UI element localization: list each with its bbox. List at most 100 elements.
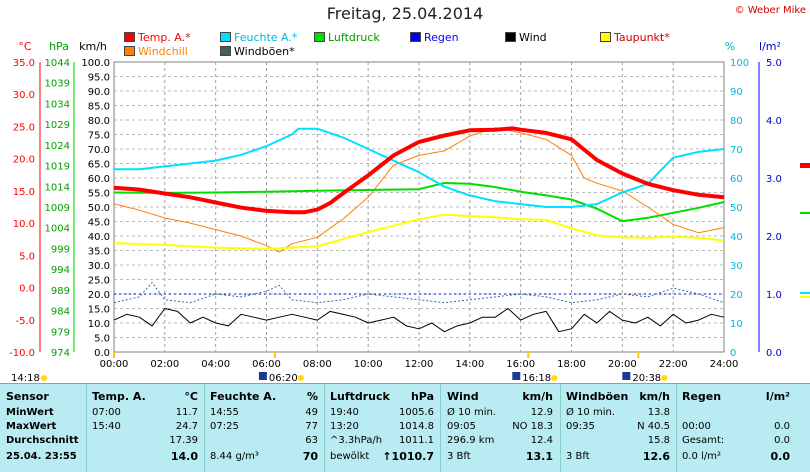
table-cell-sub: 00:00 [682, 421, 711, 432]
tick-label-temp: 5.0 [19, 251, 35, 262]
tick-label-press: 979 [51, 327, 70, 338]
table-separator [560, 384, 561, 472]
table-cell-sub: 296.9 km [447, 435, 495, 446]
table-cell-value: 77 [305, 421, 318, 432]
tick-label-press: 989 [51, 286, 70, 297]
tick-label-press: 1029 [45, 120, 70, 131]
tick-label-x: 20:00 [608, 359, 637, 370]
tick-label-press: 1019 [45, 162, 70, 173]
tick-label-press: 1004 [45, 224, 70, 235]
moon-icon [258, 372, 267, 380]
table-cell-value: 0.0 [770, 450, 791, 463]
series-line-luftdruck [113, 182, 725, 223]
time-marker-label: 20:38 [632, 373, 661, 383]
legend-item-3: Regen [410, 31, 459, 44]
tick-label-x: 22:00 [659, 359, 688, 370]
tick-label-press: 1044 [45, 58, 70, 69]
tick-label-wind: 30.0 [88, 261, 110, 272]
tick-label-wind: 85.0 [88, 102, 110, 113]
sun-icon [661, 375, 668, 381]
table-cell-value: 0.0 [774, 421, 790, 432]
tick-label-wind: 70.0 [88, 145, 110, 156]
table-header: Windböen [566, 390, 629, 403]
tick-label-hum: 50 [730, 203, 743, 214]
edge-mark-temp [800, 163, 810, 168]
table-cell-sub: Ø 10 min. [447, 407, 496, 418]
tick-label-rain: 2.0 [766, 232, 782, 243]
time-marker-label: 06:20 [269, 373, 298, 383]
legend-label: Regen [424, 31, 459, 44]
table-cell-value: 70 [302, 450, 318, 463]
table-cell-sub: Ø 10 min. [566, 407, 615, 418]
tick-label-x: 08:00 [303, 359, 332, 370]
tick-label-x: 18:00 [557, 359, 586, 370]
table-separator [204, 384, 205, 472]
tick-label-hum: 80 [730, 116, 743, 127]
credit-link[interactable]: © Weber Mike [734, 5, 806, 16]
tick-label-wind: 90.0 [88, 87, 110, 98]
table-cell-sub: Gesamt: [682, 435, 725, 446]
legend-swatch [220, 46, 231, 56]
table-cell-value: 24.7 [175, 421, 198, 432]
legend-item-6: Windchill [124, 45, 188, 58]
sun-icon [551, 375, 558, 381]
legend-swatch [314, 32, 325, 42]
table-cell-sub: 19:40 [330, 407, 359, 418]
table-cell-value: 12.4 [530, 435, 553, 446]
legend-item-5: Taupunkt* [600, 31, 670, 44]
moon-icon [512, 372, 521, 380]
tick-label-rain: 4.0 [766, 116, 782, 127]
edge-mark-dew [800, 296, 810, 298]
legend-swatch [505, 32, 516, 42]
tick-label-wind: 75.0 [88, 131, 110, 142]
tick-label-wind: 5.0 [94, 334, 110, 345]
table-separator [676, 384, 677, 472]
moon-icon [622, 372, 631, 380]
table-header: Temp. A. [92, 390, 146, 403]
sun-icon [297, 375, 304, 381]
table-cell-value: 1011.1 [399, 435, 434, 446]
table-header-unit: % [306, 390, 318, 403]
tick-label-wind: 80.0 [88, 116, 110, 127]
edge-mark-hum [800, 292, 810, 294]
legend-label: Windchill [138, 45, 188, 58]
axis-unit-press: hPa [49, 40, 69, 53]
table-header: Regen [682, 390, 722, 403]
tick-label-x: 10:00 [354, 359, 383, 370]
statistics-table: Sensor Temp. A. °C Feuchte A.% Luftdruck hPa W… [0, 383, 810, 472]
tick-label-press: 994 [51, 265, 70, 276]
series-line-feuchte-a [114, 127, 725, 208]
table-header-unit: hPa [410, 390, 434, 403]
table-cell-sub: 09:05 [447, 421, 476, 432]
legend-item-0: Temp. A.* [124, 31, 191, 44]
table-cell-sub: 09:35 [566, 421, 595, 432]
table-cell-sub: 0.0 l/m² [682, 451, 721, 462]
tick-label-hum: 40 [730, 232, 743, 243]
tick-label-temp: 15.0 [13, 187, 35, 198]
legend-item-4: Wind [505, 31, 547, 44]
table-row-label: MinWert [6, 407, 54, 418]
legend-item-2: Luftdruck [314, 31, 380, 44]
table-cell-value: 1014.8 [399, 421, 434, 432]
legend-label: Temp. A.* [138, 31, 191, 44]
table-cell-sub: ^3.3hPa/h [330, 435, 383, 446]
tick-label-x: 16:00 [506, 359, 535, 370]
legend-item-7: Windböen* [220, 45, 295, 58]
legend-label: Windböen* [234, 45, 295, 58]
edge-mark-press [800, 212, 810, 214]
tick-label-wind: 25.0 [88, 276, 110, 287]
tick-label-press: 984 [51, 307, 70, 318]
tick-label-wind: 35.0 [88, 247, 110, 258]
tick-label-hum: 0 [730, 348, 736, 359]
table-cell-value: 49 [305, 407, 318, 418]
tick-label-x: 02:00 [150, 359, 179, 370]
tick-label-x: 06:00 [252, 359, 281, 370]
tick-label-hum: 70 [730, 145, 743, 156]
table-separator [86, 384, 87, 472]
time-marker-label: 16:18 [522, 373, 551, 383]
tick-label-temp: 25.0 [13, 122, 35, 133]
tick-label-wind: 50.0 [88, 203, 110, 214]
table-cell-sub: 3 Bft [566, 451, 590, 462]
tick-label-press: 999 [51, 244, 70, 255]
time-marker-label: 14:18 [11, 373, 40, 383]
